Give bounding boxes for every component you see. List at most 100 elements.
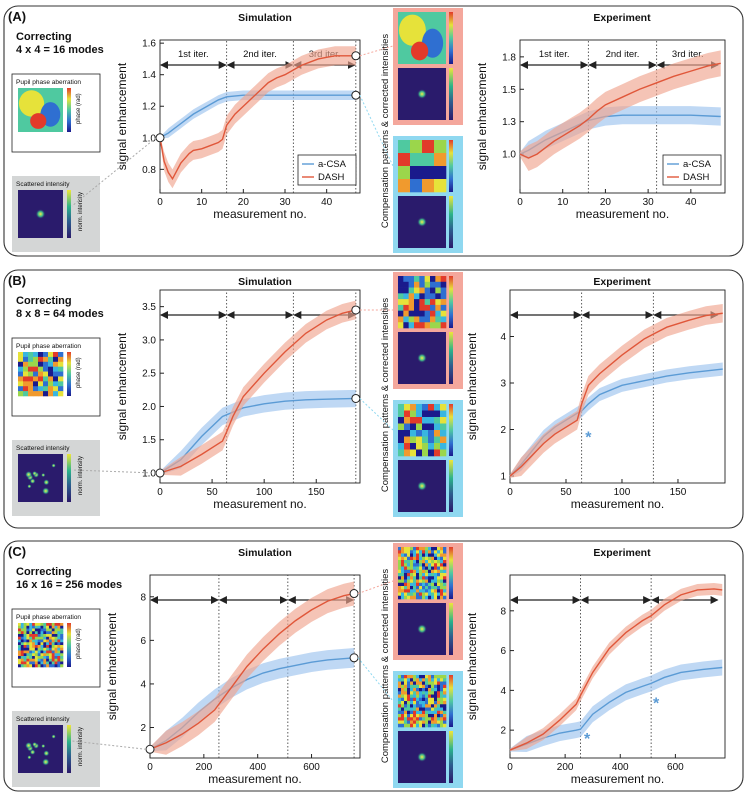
- dash-compensation-pattern: [398, 547, 447, 600]
- pattern-cell: [398, 697, 402, 702]
- pattern-cell: [437, 697, 441, 702]
- y-tick-label: 8: [500, 606, 506, 617]
- pattern-cell: [410, 410, 417, 418]
- pattern-cell: [28, 366, 34, 372]
- pattern-cell: [435, 299, 441, 306]
- pattern-cell: [422, 547, 426, 551]
- pattern-cell: [37, 650, 41, 654]
- pattern-cell: [408, 310, 415, 317]
- pattern-cell: [404, 569, 408, 574]
- band-dash: [160, 46, 356, 189]
- pattern-cell: [398, 717, 402, 721]
- pattern-cell: [407, 681, 411, 686]
- pattern-cell: [434, 582, 438, 587]
- pattern-cell: [435, 322, 441, 329]
- x-tick-label: 100: [614, 487, 631, 498]
- axes-frame: [519, 39, 726, 194]
- pattern-cell: [414, 293, 420, 300]
- pattern-cell: [425, 684, 429, 689]
- pattern-cell: [404, 560, 408, 564]
- pattern-cell: [413, 694, 417, 699]
- pattern-cell: [403, 322, 409, 329]
- pattern-cell: [419, 595, 423, 600]
- pattern-cell: [419, 586, 423, 590]
- pattern-cell: [435, 276, 441, 283]
- pattern-cell: [416, 404, 423, 411]
- pattern-cell: [410, 417, 417, 424]
- pattern-cell: [437, 704, 441, 708]
- pattern-cell: [28, 371, 34, 377]
- pattern-cell: [440, 582, 444, 587]
- pattern-cell: [407, 714, 411, 718]
- pattern-cell: [419, 701, 423, 705]
- pattern-cell: [434, 563, 438, 567]
- pattern-cell: [401, 701, 405, 705]
- chart-a-simulation: 0 10 20 30 40 0.8 1.0 1.2 1.4 1.6 measurement no. s…: [71, 39, 394, 221]
- pattern-cell: [20, 664, 24, 668]
- pattern-cell: [57, 639, 61, 643]
- pattern-cell: [26, 645, 30, 649]
- pattern-cell: [410, 592, 414, 597]
- pattern-cell: [26, 628, 30, 632]
- speckle: [41, 743, 46, 749]
- pattern-cell: [419, 694, 423, 699]
- pattern-cell: [428, 566, 432, 571]
- pattern-cell: [419, 316, 425, 323]
- pattern-cell: [401, 566, 405, 571]
- pattern-cell: [404, 592, 408, 597]
- x-tick-label: 600: [667, 762, 684, 773]
- pattern-cell: [413, 553, 417, 558]
- pattern-cell: [416, 582, 420, 587]
- pattern-cell: [434, 589, 438, 593]
- pattern-cell: [57, 656, 61, 660]
- pattern-cell: [54, 656, 58, 660]
- pattern-cell: [431, 589, 435, 593]
- pattern-cell: [20, 645, 24, 649]
- pattern-cell: [443, 701, 447, 705]
- pattern-cell: [431, 582, 435, 587]
- pattern-cell: [37, 653, 41, 657]
- pattern-cell: [428, 704, 432, 708]
- pattern-cell: [437, 576, 441, 580]
- pattern-cell: [422, 723, 426, 728]
- panel-title-line2: 4 x 4 = 16 modes: [16, 44, 104, 56]
- pattern-cell: [398, 592, 402, 597]
- pattern-cell: [53, 391, 59, 397]
- pattern-cell: [430, 304, 436, 311]
- pattern-cell: [443, 691, 447, 695]
- pattern-cell: [422, 556, 426, 561]
- pattern-cell: [398, 299, 404, 306]
- x-tick-label: 30: [643, 197, 655, 208]
- pattern-cell: [26, 631, 30, 635]
- pattern-cell: [419, 589, 423, 593]
- phase-blob: [410, 41, 429, 61]
- pattern-cell: [416, 423, 423, 431]
- speckle: [41, 472, 46, 478]
- pattern-cell: [419, 675, 423, 679]
- x-tick-label: 100: [256, 487, 273, 498]
- pattern-cell: [407, 684, 411, 689]
- pattern-cell: [401, 691, 405, 695]
- pattern-cell: [419, 556, 423, 561]
- pattern-cell: [419, 697, 423, 702]
- pattern-cell: [401, 717, 405, 721]
- pattern-cell: [33, 391, 39, 397]
- line-dash: [159, 309, 357, 474]
- pattern-cell: [401, 550, 405, 554]
- pattern-cell: [407, 675, 411, 679]
- y-tick-label: 1.0: [142, 133, 156, 144]
- pattern-cell: [430, 281, 436, 288]
- pattern-cell: [443, 547, 447, 551]
- pattern-cell: [440, 560, 444, 564]
- pattern-cell: [434, 449, 441, 457]
- speckle: [51, 734, 56, 739]
- speckle: [43, 479, 50, 486]
- scattered-label: Scattered intensity: [16, 716, 70, 723]
- pattern-cell: [434, 586, 438, 590]
- pattern-cell: [23, 623, 27, 627]
- pattern-cell: [18, 658, 22, 662]
- pattern-cell: [440, 443, 447, 450]
- pattern-cell: [435, 316, 441, 323]
- pattern-cell: [401, 589, 405, 593]
- pattern-cell: [398, 691, 402, 695]
